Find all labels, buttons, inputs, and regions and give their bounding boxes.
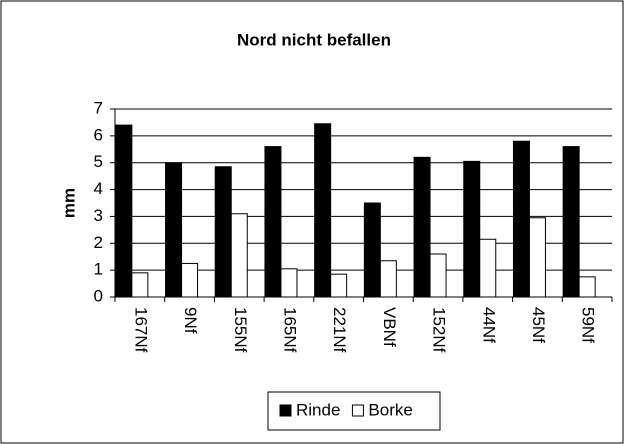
bar: [429, 253, 447, 298]
y-axis-label: mm: [59, 188, 78, 218]
y-tick-label: 0: [94, 286, 103, 305]
x-tick-label: 165Nf: [280, 307, 299, 353]
bar: [463, 160, 481, 298]
x-tick-label: 221Nf: [330, 307, 349, 353]
bar: [131, 272, 149, 298]
y-tick-label: 1: [94, 260, 103, 279]
y-tick-label: 4: [94, 179, 103, 198]
bar: [280, 268, 298, 298]
x-tick-label: 155Nf: [231, 307, 250, 353]
x-tick-label: VBNf: [380, 307, 399, 347]
legend-swatch: [279, 404, 292, 417]
x-tick-label: 167Nf: [131, 307, 150, 353]
legend-label: Borke: [368, 400, 412, 419]
y-tick-label: 7: [94, 98, 103, 117]
bar: [181, 262, 199, 298]
bar: [413, 156, 431, 298]
y-tick-label: 6: [94, 125, 103, 144]
bar: [314, 123, 332, 298]
bar: [578, 276, 596, 298]
y-tick-label: 5: [94, 152, 103, 171]
bar: [479, 238, 497, 298]
bar: [214, 166, 232, 298]
bar: [115, 124, 133, 298]
x-tick-label: 152Nf: [430, 307, 449, 353]
chart-title: Nord nicht befallen: [237, 30, 391, 49]
legend-label: Rinde: [296, 400, 340, 419]
bar: [363, 202, 381, 298]
bar: [379, 260, 397, 298]
bar: [562, 146, 580, 298]
x-tick-label: 59Nf: [579, 307, 598, 343]
bar: [264, 146, 282, 298]
x-tick-label: 44Nf: [479, 307, 498, 343]
bar: [512, 140, 530, 298]
bar: [165, 162, 183, 298]
y-tick-label: 3: [94, 206, 103, 225]
bar: [528, 217, 546, 298]
x-tick-label: 45Nf: [529, 307, 548, 343]
y-tick-label: 2: [94, 233, 103, 252]
legend-swatch: [351, 404, 364, 417]
bar: [230, 213, 248, 298]
x-tick-label: 9Nf: [181, 307, 200, 334]
bar: [330, 273, 348, 298]
